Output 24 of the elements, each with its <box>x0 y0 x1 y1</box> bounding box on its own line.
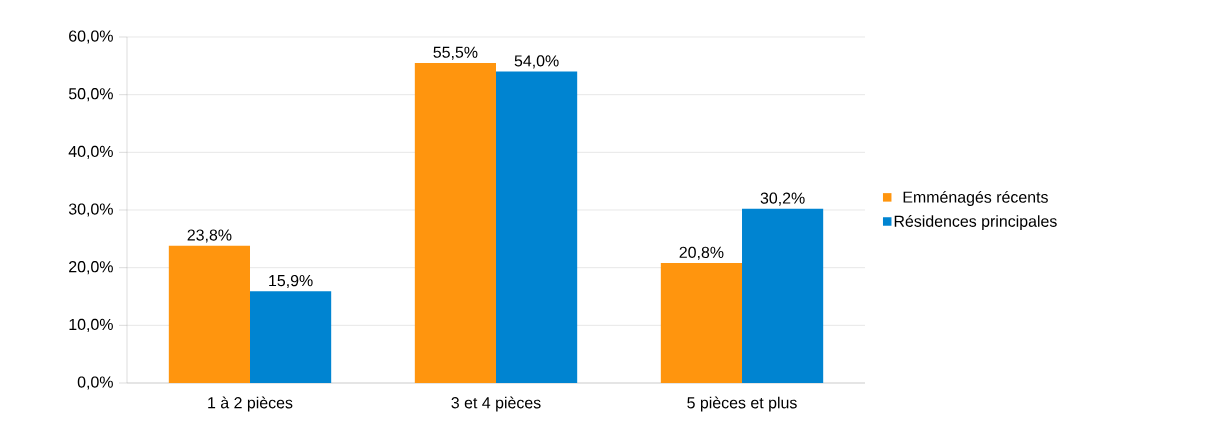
bar <box>742 208 824 383</box>
data-label: 20,8% <box>679 246 724 260</box>
y-tick-label: 50,0% <box>68 88 113 102</box>
y-tick-label: 0,0% <box>77 376 113 390</box>
data-label: 54,0% <box>514 55 559 69</box>
bar <box>250 291 332 383</box>
bar <box>414 62 496 383</box>
data-label: 15,9% <box>269 274 313 289</box>
y-tick-label: 20,0% <box>69 261 113 275</box>
x-tick-label: 5 pièces et plus <box>687 396 797 412</box>
legend-label: Résidences principales <box>894 214 1057 231</box>
bar <box>660 263 743 383</box>
y-tick-label: 40,0% <box>68 145 113 159</box>
legend-label: Emménagés récents <box>903 190 1048 206</box>
y-tick-label: 30,0% <box>68 203 113 217</box>
data-label: 55,5% <box>433 46 478 60</box>
y-tick-label: 10,0% <box>69 318 113 332</box>
data-label: 30,2% <box>760 192 805 206</box>
bar <box>496 71 578 383</box>
bar <box>168 245 250 383</box>
y-tick-label: 60,0% <box>69 30 113 44</box>
x-tick-label: 1 à 2 pièces <box>208 396 293 412</box>
x-tick-label: 3 et 4 pièces <box>451 396 541 412</box>
data-label: 23,8% <box>187 229 232 243</box>
